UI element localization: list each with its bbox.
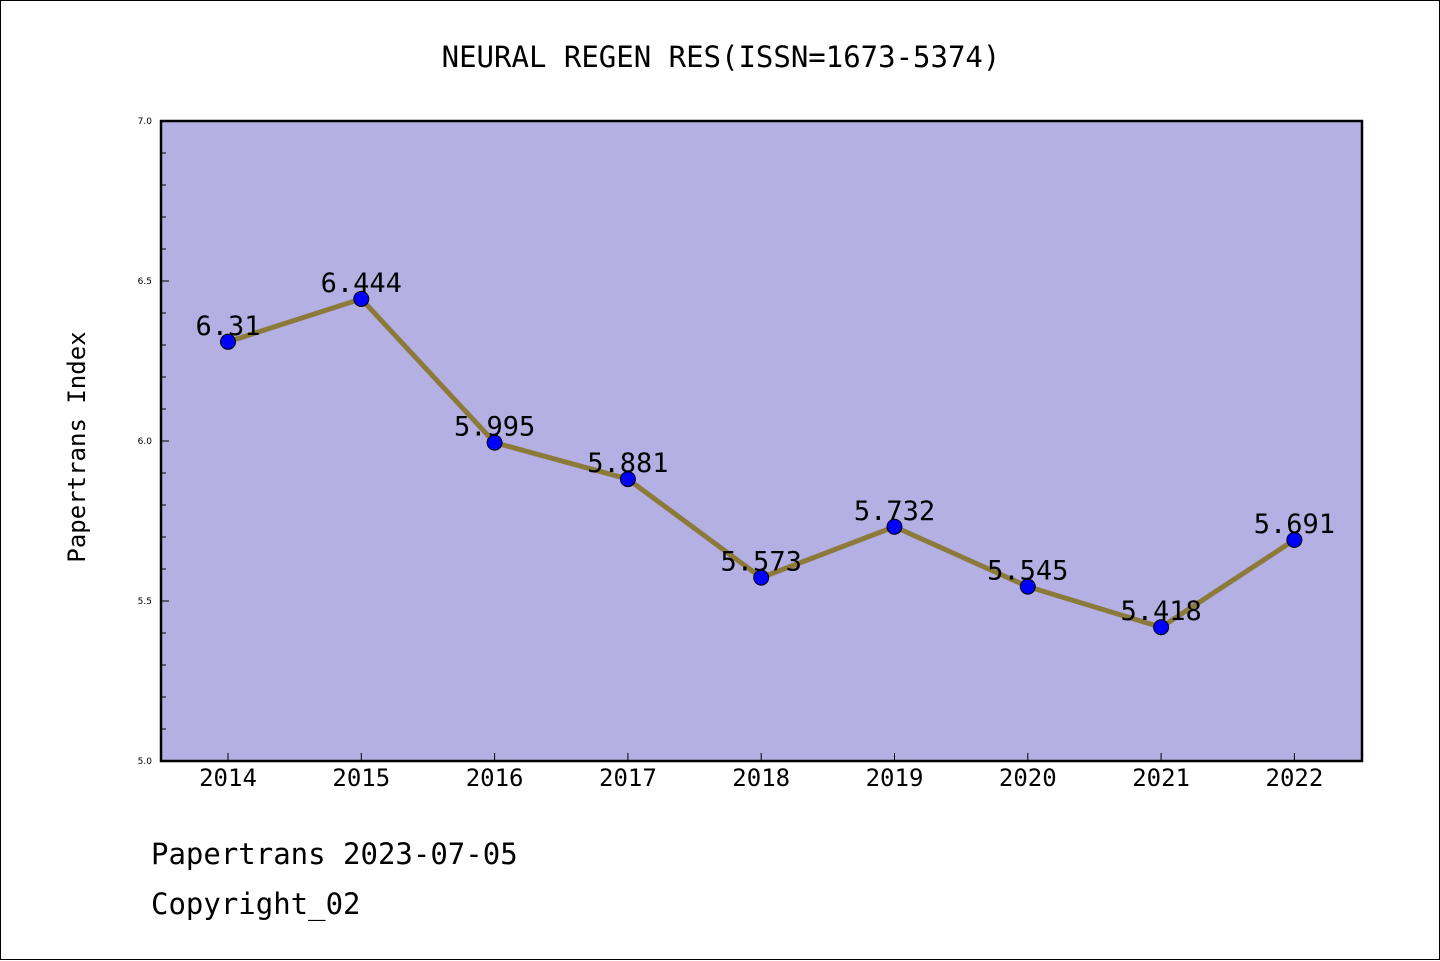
chart-title: NEURAL REGEN RES(ISSN=1673-5374) bbox=[442, 40, 1001, 74]
x-tick-label: 2017 bbox=[599, 764, 657, 792]
data-point-2020 bbox=[1019, 578, 1036, 595]
data-point-2019 bbox=[886, 518, 903, 535]
data-label-2018: 5.573 bbox=[721, 547, 802, 578]
y-tick-label: 6.5 bbox=[138, 277, 152, 287]
data-point-2018 bbox=[753, 569, 770, 586]
data-label-2015: 6.444 bbox=[321, 268, 402, 299]
data-point-2015 bbox=[353, 290, 370, 307]
data-label-2016: 5.995 bbox=[454, 412, 535, 443]
x-tick-label: 2021 bbox=[1132, 764, 1190, 792]
data-label-2014: 6.31 bbox=[195, 311, 260, 342]
x-axis: 2014 2015 2016 2017 2018 2019 2020 2021 2022 bbox=[199, 753, 1323, 792]
x-tick-label: 2022 bbox=[1266, 764, 1324, 792]
y-tick-label: 6.0 bbox=[138, 437, 153, 447]
data-label-2022: 5.691 bbox=[1254, 509, 1335, 540]
data-label-2019: 5.732 bbox=[854, 496, 935, 527]
data-point-2021 bbox=[1153, 619, 1170, 636]
x-tick-label: 2019 bbox=[866, 764, 924, 792]
data-point-2014 bbox=[220, 333, 236, 350]
data-label-2021: 5.418 bbox=[1120, 596, 1201, 627]
y-tick-label: 5.5 bbox=[138, 597, 152, 607]
x-tick-label: 2018 bbox=[732, 764, 790, 792]
plot-area bbox=[159, 119, 1364, 763]
data-point-2017 bbox=[619, 471, 636, 488]
data-label-2020: 5.545 bbox=[987, 556, 1068, 587]
footer-date: Papertrans 2023-07-05 bbox=[151, 837, 518, 871]
x-tick-label: 2014 bbox=[199, 764, 257, 792]
data-label-2017: 5.881 bbox=[587, 448, 668, 479]
data-point-2016 bbox=[486, 434, 503, 451]
y-axis-label: Papertrans Index bbox=[63, 331, 91, 562]
y-axis: 5.0 5.5 6.0 6.5 7.0 bbox=[138, 117, 169, 767]
footer-copyright: Copyright_02 bbox=[151, 887, 361, 921]
x-tick-label: 2020 bbox=[999, 764, 1057, 792]
x-tick-label: 2016 bbox=[466, 764, 524, 792]
y-tick-label: 7.0 bbox=[138, 117, 153, 127]
data-points bbox=[220, 290, 1303, 636]
y-tick-label: 5.0 bbox=[138, 757, 153, 767]
x-tick-label: 2015 bbox=[332, 764, 390, 792]
data-labels: 6.31 6.444 5.995 5.881 5.573 5.732 5.545 5.418 5… bbox=[195, 268, 1335, 627]
data-point-2022 bbox=[1286, 531, 1303, 548]
